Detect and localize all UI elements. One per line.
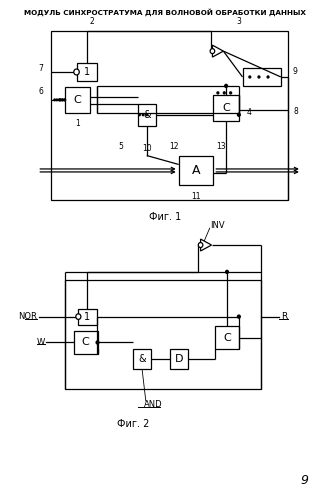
Text: 5: 5	[119, 142, 124, 150]
Text: 1: 1	[75, 118, 80, 128]
Text: 1: 1	[83, 67, 90, 77]
Text: INV: INV	[210, 220, 224, 230]
Circle shape	[146, 114, 148, 116]
Text: &: &	[138, 354, 146, 364]
Text: W: W	[36, 338, 45, 347]
Text: 1: 1	[84, 312, 90, 322]
Text: 10: 10	[142, 144, 151, 152]
Bar	[78, 308, 97, 324]
Circle shape	[59, 99, 61, 101]
Bar	[74, 330, 97, 354]
Text: 8: 8	[294, 107, 298, 116]
Text: 11: 11	[191, 192, 201, 202]
Text: Фиг. 1: Фиг. 1	[149, 212, 181, 222]
Bar	[170, 350, 188, 370]
Circle shape	[56, 99, 58, 100]
Text: R: R	[281, 312, 287, 321]
Text: &: &	[143, 110, 150, 120]
Text: NOR: NOR	[18, 312, 37, 321]
Circle shape	[76, 314, 81, 320]
Text: C: C	[82, 338, 89, 347]
Circle shape	[230, 92, 232, 94]
Bar	[138, 104, 156, 126]
Bar	[65, 87, 90, 113]
Polygon shape	[201, 239, 212, 251]
Bar	[213, 95, 239, 120]
Text: A: A	[192, 164, 200, 177]
Text: D: D	[175, 354, 183, 364]
Polygon shape	[213, 45, 223, 57]
Text: Фиг. 2: Фиг. 2	[117, 419, 149, 429]
Circle shape	[142, 114, 144, 116]
Text: 6: 6	[39, 88, 44, 96]
Text: 12: 12	[169, 142, 179, 150]
Text: 3: 3	[236, 17, 241, 26]
Text: 7: 7	[39, 64, 44, 72]
Circle shape	[139, 114, 140, 116]
Text: C: C	[223, 332, 231, 342]
Text: C: C	[222, 103, 230, 113]
Text: 9: 9	[293, 66, 298, 76]
Circle shape	[223, 92, 225, 94]
Bar	[179, 156, 213, 186]
Circle shape	[258, 76, 260, 78]
Circle shape	[238, 315, 240, 318]
Circle shape	[64, 99, 66, 101]
Circle shape	[249, 76, 251, 78]
Text: AND: AND	[144, 400, 162, 408]
Bar	[215, 326, 239, 349]
Bar	[65, 280, 261, 389]
Text: 9: 9	[301, 474, 309, 487]
Circle shape	[210, 48, 215, 54]
Text: 2: 2	[89, 17, 94, 26]
Bar	[133, 350, 151, 370]
Circle shape	[217, 92, 219, 94]
Circle shape	[61, 99, 63, 101]
Circle shape	[226, 270, 228, 274]
Circle shape	[238, 114, 240, 116]
Text: МОДУЛЬ СИНХРОСТРАТУМА ДЛЯ ВОЛНОВОЙ ОБРАБОТКИ ДАННЫХ: МОДУЛЬ СИНХРОСТРАТУМА ДЛЯ ВОЛНОВОЙ ОБРАБ…	[24, 8, 306, 16]
Circle shape	[198, 242, 203, 248]
Circle shape	[58, 99, 60, 100]
Text: 13: 13	[216, 142, 226, 150]
Circle shape	[74, 69, 79, 75]
Text: C: C	[74, 95, 81, 105]
Circle shape	[225, 84, 227, 87]
Bar	[77, 63, 97, 81]
Circle shape	[267, 76, 269, 78]
Bar	[243, 68, 281, 86]
Text: 4: 4	[246, 108, 251, 118]
Bar	[51, 31, 288, 200]
Circle shape	[54, 99, 55, 100]
Circle shape	[96, 341, 99, 344]
